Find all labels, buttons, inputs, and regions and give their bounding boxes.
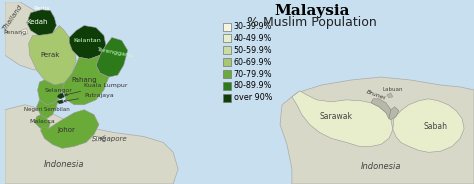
Text: Brunei: Brunei: [365, 89, 386, 101]
Polygon shape: [37, 80, 64, 105]
Text: Penang: Penang: [3, 30, 27, 35]
Text: Labuan: Labuan: [383, 87, 403, 92]
Bar: [223, 23, 230, 31]
Text: 50-59.9%: 50-59.9%: [234, 46, 272, 55]
Text: Pahang: Pahang: [71, 77, 97, 83]
Text: 30-39.9%: 30-39.9%: [234, 22, 272, 31]
Text: Selangor: Selangor: [45, 89, 73, 93]
Text: Thailand: Thailand: [2, 3, 24, 32]
Text: 80-89.9%: 80-89.9%: [234, 82, 272, 91]
Bar: [223, 94, 230, 102]
Polygon shape: [387, 93, 393, 98]
Polygon shape: [371, 99, 391, 119]
Polygon shape: [5, 105, 178, 184]
Polygon shape: [280, 77, 474, 184]
Bar: [223, 58, 230, 66]
Text: Perak: Perak: [41, 52, 60, 58]
Text: Malacca: Malacca: [30, 119, 55, 124]
Polygon shape: [57, 100, 64, 104]
Polygon shape: [393, 99, 464, 152]
Text: Perlis: Perlis: [33, 6, 50, 11]
Text: Singapore: Singapore: [92, 137, 128, 142]
Text: Kelantan: Kelantan: [73, 38, 101, 43]
Text: Sarawak: Sarawak: [320, 112, 353, 121]
Polygon shape: [29, 26, 76, 85]
Text: % Muslim Population: % Muslim Population: [247, 16, 376, 29]
Polygon shape: [36, 97, 59, 119]
Polygon shape: [62, 55, 109, 105]
Text: 70-79.9%: 70-79.9%: [234, 70, 272, 79]
Text: Kuala Lumpur: Kuala Lumpur: [65, 83, 128, 96]
Text: Terengganu: Terengganu: [97, 47, 135, 58]
Text: 40-49.9%: 40-49.9%: [234, 34, 272, 43]
Polygon shape: [41, 110, 99, 148]
Text: Johor: Johor: [57, 127, 75, 132]
Polygon shape: [27, 10, 56, 37]
Text: Negeri Sembilan: Negeri Sembilan: [24, 107, 69, 112]
Polygon shape: [292, 91, 393, 146]
Bar: [223, 46, 230, 54]
Polygon shape: [92, 137, 101, 141]
Polygon shape: [21, 29, 27, 36]
Polygon shape: [41, 10, 52, 18]
Polygon shape: [389, 107, 399, 120]
Bar: [223, 82, 230, 90]
Text: Indonesia: Indonesia: [361, 162, 401, 171]
Polygon shape: [57, 93, 64, 99]
Polygon shape: [35, 115, 50, 129]
Text: Sabah: Sabah: [423, 122, 447, 131]
Text: over 90%: over 90%: [234, 93, 272, 102]
Bar: [223, 34, 230, 42]
Text: 60-69.9%: 60-69.9%: [234, 58, 272, 67]
Text: Putrajaya: Putrajaya: [64, 93, 114, 102]
Text: Malaysia: Malaysia: [274, 4, 349, 18]
Text: Indonesia: Indonesia: [44, 160, 84, 169]
Polygon shape: [5, 2, 59, 70]
Text: Kedah: Kedah: [27, 19, 48, 25]
Polygon shape: [96, 37, 128, 77]
Polygon shape: [69, 26, 106, 59]
Bar: [223, 70, 230, 78]
